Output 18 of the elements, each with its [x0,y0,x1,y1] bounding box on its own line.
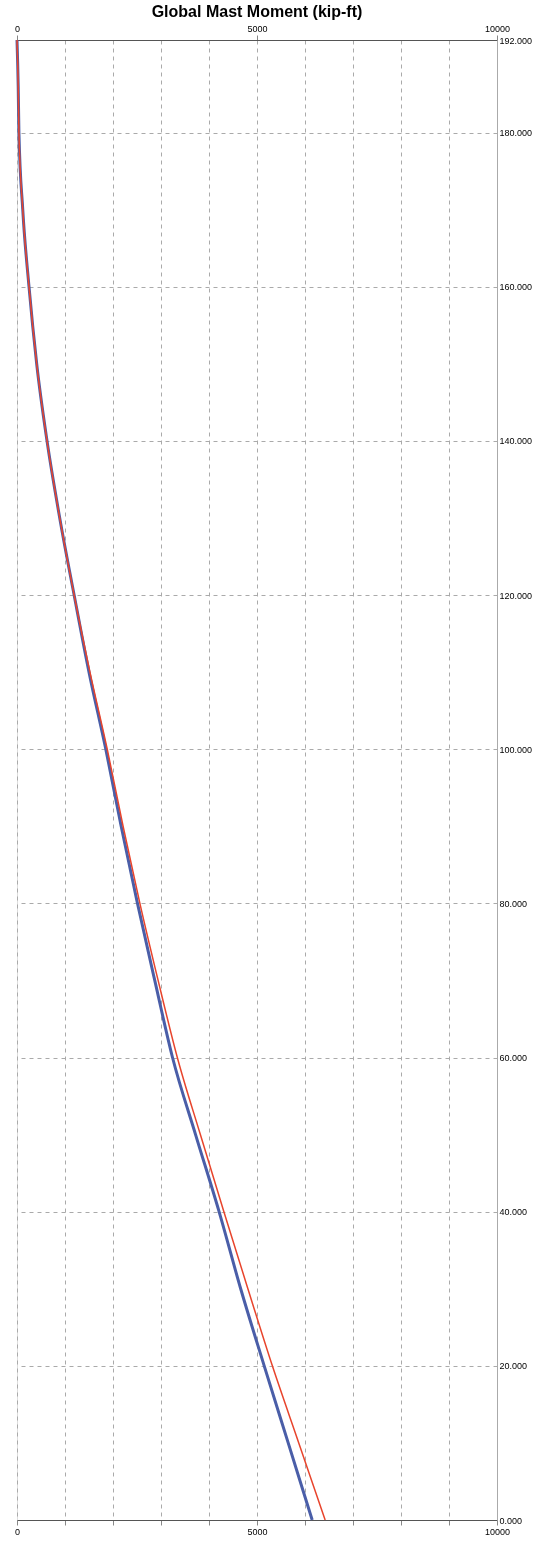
x2-tick-label: 0 [14,23,21,34]
y-tick-label: 60.000 [499,1053,528,1063]
y-tick-label: 192.000 [499,35,533,46]
x-tick-label: 10000 [484,1526,511,1537]
x2-tick-label: 10000 [484,23,511,34]
x-tick-label: 0 [14,1526,21,1537]
y-tick-label: 180.000 [499,128,533,138]
chart-title: Global Mast Moment (kip-ft) [151,3,363,20]
y-tick-label: 160.000 [499,282,533,293]
y-tick-label: 40.000 [499,1207,528,1218]
y-tick-label: 20.000 [499,1361,528,1372]
x2-tick-label: 5000 [247,23,268,34]
y-tick-label: 120.000 [499,590,533,601]
x-tick-label: 5000 [247,1526,268,1537]
y-tick-label: 100.000 [499,744,533,755]
y-tick-label: 140.000 [499,436,533,447]
y-tick-label: 80.000 [499,898,528,909]
y-tick-label: 0.000 [499,1515,523,1526]
